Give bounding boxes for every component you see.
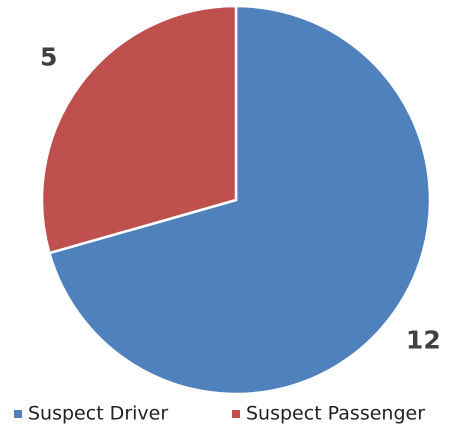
- legend-label: Suspect Passenger: [246, 403, 425, 425]
- pie-slice: [47, 4, 432, 396]
- legend-marker: [232, 410, 240, 418]
- legend-label: Suspect Driver: [28, 403, 168, 425]
- legend-marker: [14, 410, 22, 418]
- value-label: 5: [40, 43, 57, 72]
- value-label: 12: [406, 325, 441, 354]
- pie-slice: [40, 4, 238, 255]
